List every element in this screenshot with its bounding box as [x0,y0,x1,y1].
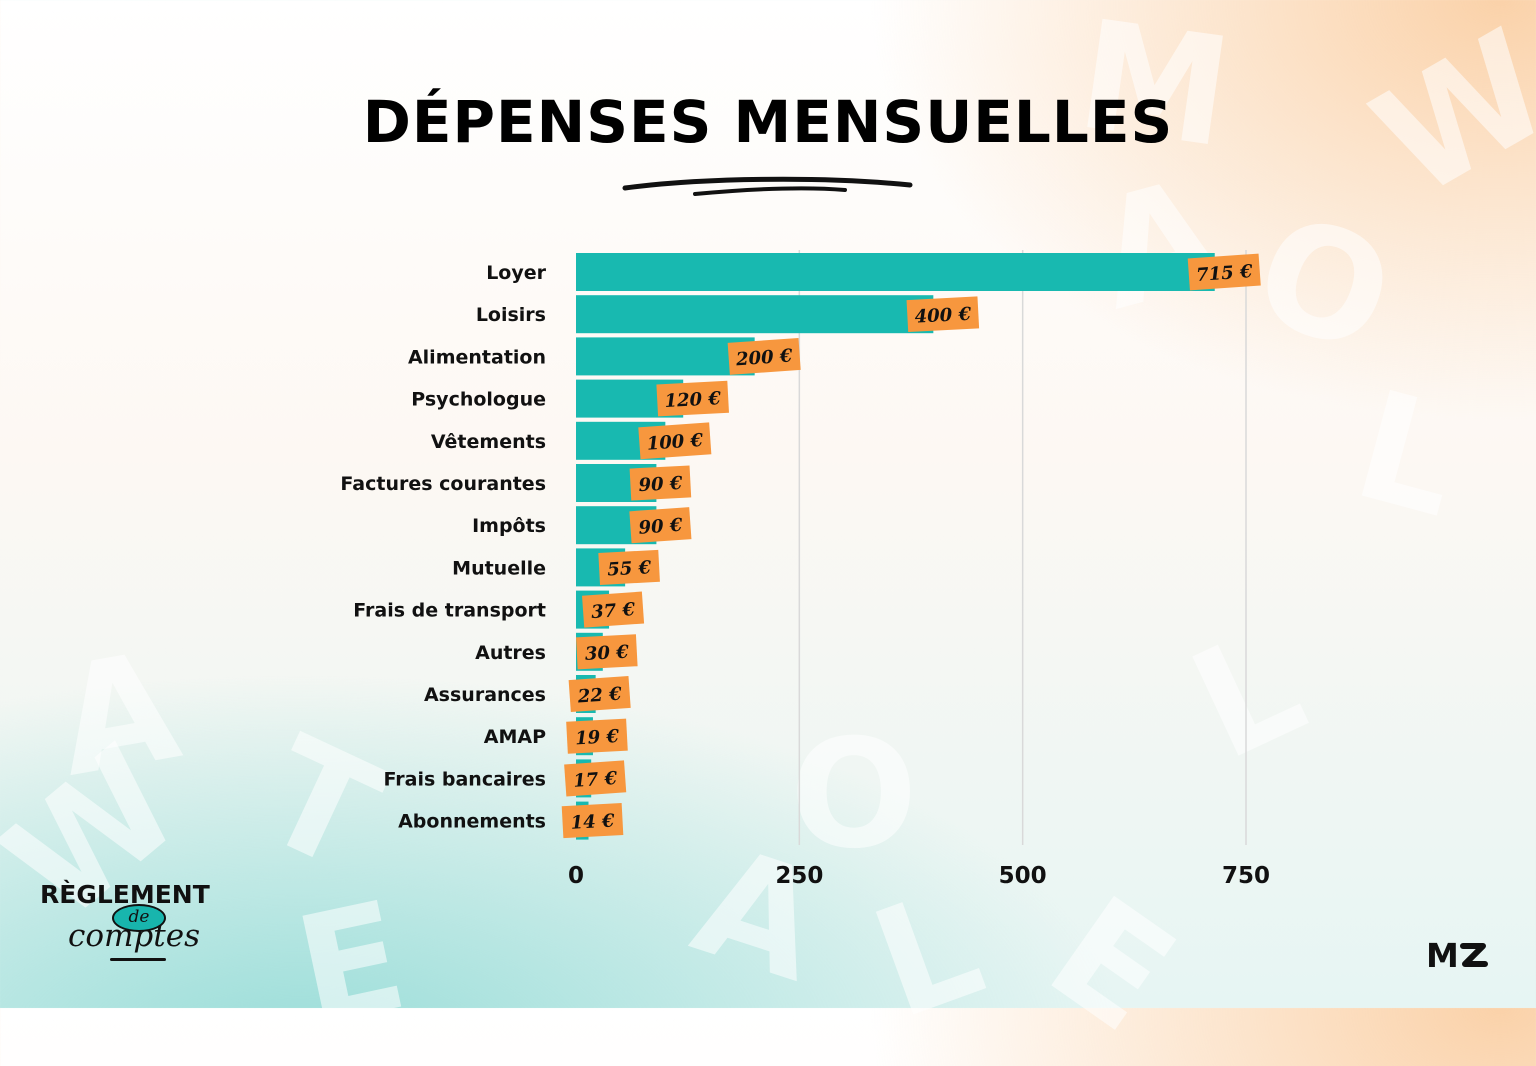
category-labels: Loyer Loisirs Alimentation Psychologue Vêtem… [340,262,546,833]
brand-logo-underline [110,958,166,961]
x-tick-label: 750 [1222,863,1270,889]
category-label: Autres [475,642,546,664]
value-label: 22 € [576,683,623,707]
value-tag-bg [656,380,729,417]
bar [576,337,755,376]
value-tag-bg [629,465,692,501]
category-label: Loisirs [476,304,546,326]
value-tag: 19 € [566,718,628,754]
value-tag: 120 € [656,380,729,417]
value-tag: 14 € [561,803,624,839]
category-label: Vêtements [431,431,546,453]
value-tag: 17 € [564,760,627,797]
value-tag: 100 € [638,422,712,460]
x-tick-label: 0 [568,863,584,889]
value-tag: 30 € [576,634,638,670]
category-label: Psychologue [411,389,546,411]
category-label: Abonnements [398,811,546,833]
value-labels: 715 € 400 € 200 € 120 € 100 € 90 € 90 € 55 € 37 … [561,253,1261,839]
chart-title: DÉPENSES MENSUELLES [362,88,1174,156]
value-tag-bg [564,760,627,797]
value-tag-bg [566,718,628,754]
x-axis-ticks: 0 250 500 750 [568,863,1270,889]
value-label: 120 € [664,388,722,412]
brand-logo-top-text: RÈGLEMENT [40,880,210,909]
bar [576,295,934,334]
value-tag-bg [1187,253,1261,291]
category-label: Frais bancaires [383,768,546,790]
background-letter: O [790,708,918,882]
value-tag-bg [568,675,631,713]
brand-ampersand-icon [1459,943,1488,967]
x-tick-label: 500 [999,863,1047,889]
value-tag: 37 € [582,591,645,628]
value-tag-bg [906,296,980,333]
grid-lines [798,250,1247,845]
value-tag: 90 € [629,507,692,544]
value-tag-bg [598,549,660,585]
value-label: 30 € [584,642,629,665]
brand-logo-right: M [1426,936,1491,975]
category-label: Assurances [424,684,546,706]
category-label: Loyer [486,262,546,284]
value-tag-bg [629,507,692,544]
category-label: Alimentation [408,346,546,368]
value-tag-bg [582,591,645,628]
value-label: 715 € [1195,261,1253,286]
bar-chart: Loyer Loisirs Alimentation Psychologue Vêtem… [340,250,1270,889]
value-tag: 715 € [1187,253,1261,291]
title-underline-stroke [622,176,913,196]
value-tag-bg [638,422,712,460]
category-label: Mutuelle [452,557,546,579]
bar [576,253,1215,291]
value-tag-bg [727,337,801,375]
value-label: 200 € [734,345,793,370]
brand-logo-right-text: M [1426,936,1459,975]
value-label: 90 € [638,473,683,496]
category-label: AMAP [484,726,546,748]
value-label: 400 € [914,304,972,328]
value-label: 19 € [575,726,620,749]
bars [576,253,1215,840]
x-tick-label: 250 [775,863,823,889]
value-tag: 90 € [629,465,692,501]
value-tag: 22 € [568,675,631,713]
value-tag: 400 € [906,296,980,333]
value-label: 17 € [573,768,619,792]
category-label: Frais de transport [353,600,546,622]
value-label: 37 € [591,599,637,623]
value-label: 14 € [570,810,615,833]
value-label: 90 € [638,515,684,539]
value-tag-bg [561,803,624,839]
category-label: Factures courantes [340,473,546,495]
value-tag: 55 € [598,549,660,585]
brand-logo-left: RÈGLEMENT comptes de [40,880,240,970]
brand-logo-de-badge: de [112,904,166,932]
value-label: 55 € [607,557,652,580]
value-tag: 200 € [727,337,801,375]
value-tag-bg [576,634,638,670]
category-label: Impôts [472,515,546,537]
value-label: 100 € [646,430,704,455]
